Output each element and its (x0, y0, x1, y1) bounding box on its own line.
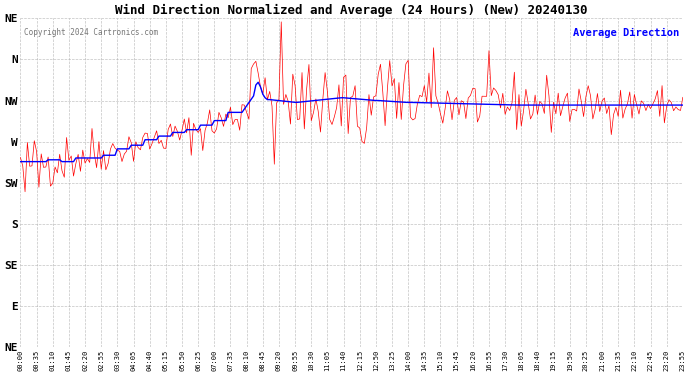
Text: Copyright 2024 Cartronics.com: Copyright 2024 Cartronics.com (23, 28, 158, 37)
Text: Average Direction: Average Direction (573, 28, 680, 38)
Title: Wind Direction Normalized and Average (24 Hours) (New) 20240130: Wind Direction Normalized and Average (2… (115, 4, 588, 17)
